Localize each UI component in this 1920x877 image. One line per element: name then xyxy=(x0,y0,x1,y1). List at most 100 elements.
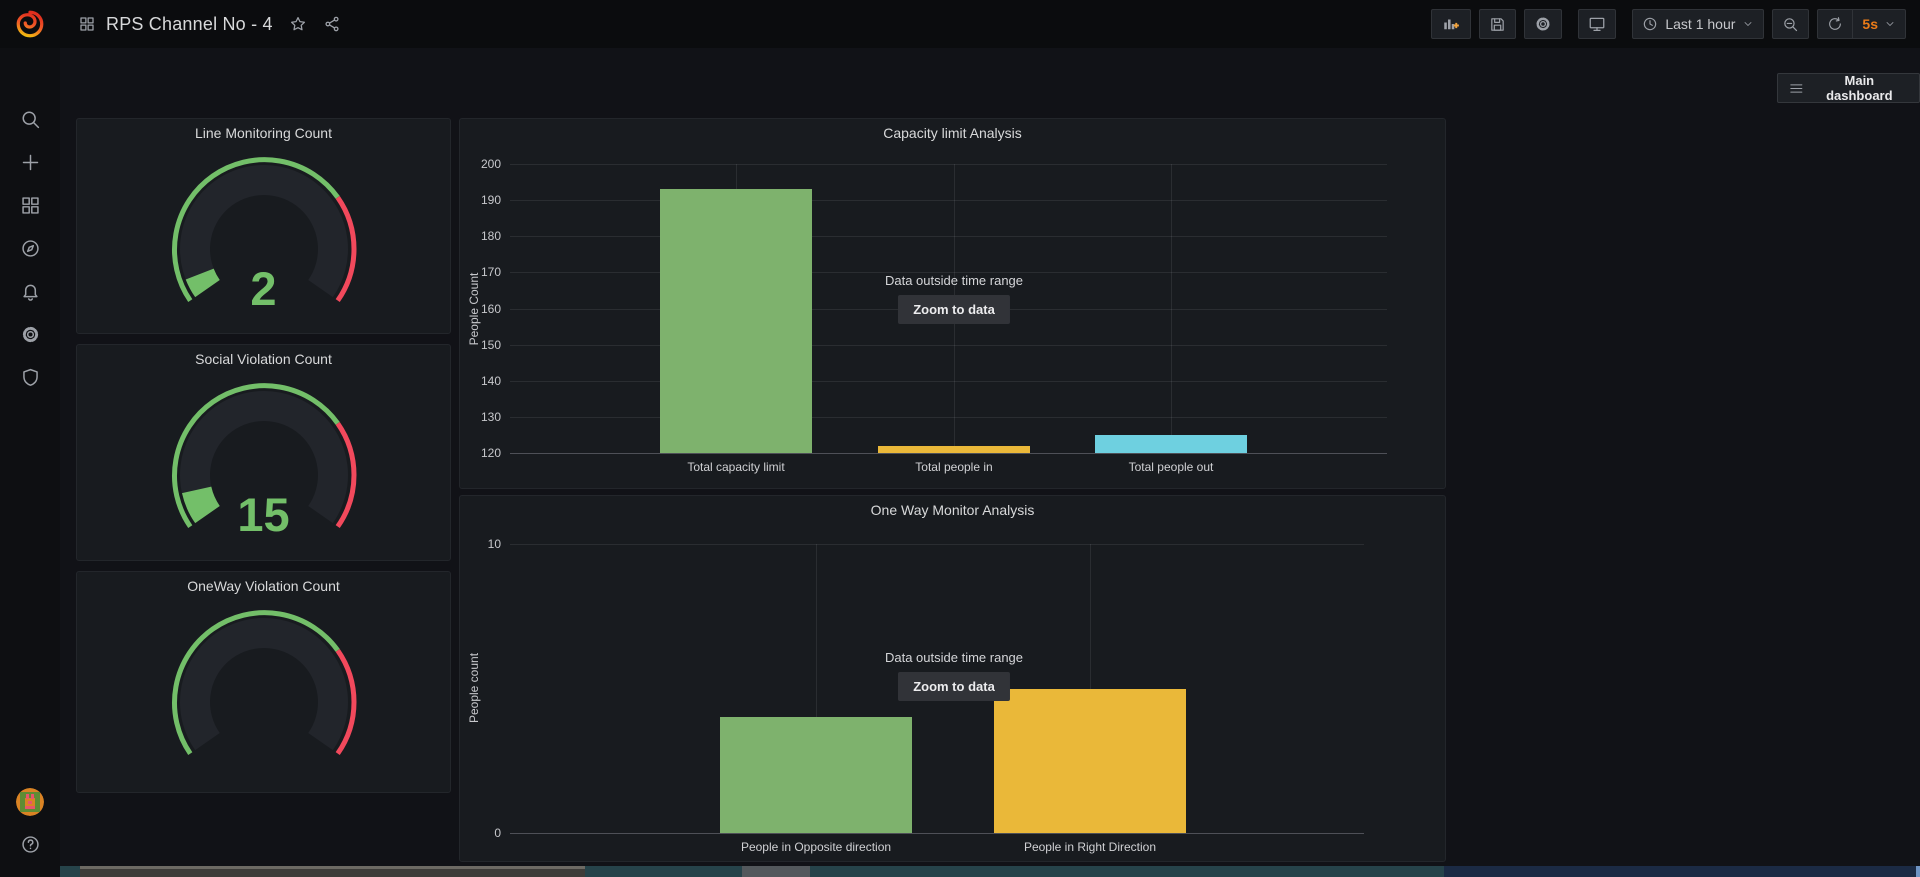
zoom-to-data-button[interactable]: Zoom to data xyxy=(898,672,1010,701)
gridline-vertical xyxy=(1171,164,1172,453)
panel-capacity-limit-analysis: Capacity limit Analysis People Count 120… xyxy=(459,118,1446,489)
dashboard-settings-button[interactable] xyxy=(1524,9,1563,39)
y-tick-label: 190 xyxy=(480,193,501,208)
zoom-to-data-button[interactable]: Zoom to data xyxy=(898,295,1010,324)
gridline xyxy=(510,544,1364,545)
breadcrumb: RPS Channel No - 4 xyxy=(78,14,341,35)
dashboards-grid-icon xyxy=(21,197,39,214)
bar-0 xyxy=(660,189,812,453)
panel-title[interactable]: Line Monitoring Count xyxy=(195,125,332,141)
panel-title[interactable]: Social Violation Count xyxy=(195,351,332,367)
dashboard-title[interactable]: RPS Channel No - 4 xyxy=(106,13,273,34)
time-range-picker[interactable]: Last 1 hour xyxy=(1632,9,1765,39)
shield-icon xyxy=(22,368,38,386)
clock-icon xyxy=(1644,17,1657,31)
y-tick-label: 130 xyxy=(480,409,501,424)
star-icon[interactable] xyxy=(289,15,307,33)
bar-chart-plot: 0 10 People in Opposite direction People in… xyxy=(460,496,1445,861)
panel-oneway-violation-count: OneWay Violation Count xyxy=(76,571,451,793)
sidebar-item-server-admin[interactable] xyxy=(0,356,60,399)
data-outside-range-text: Data outside time range xyxy=(884,650,1024,665)
y-tick-label: 120 xyxy=(480,446,501,460)
bar-2 xyxy=(1095,434,1247,453)
below-fold-grey-patch xyxy=(742,866,810,877)
panel-title[interactable]: OneWay Violation Count xyxy=(187,578,340,594)
y-tick-label: 150 xyxy=(480,337,501,352)
gauge-value: 15 xyxy=(237,488,290,541)
gridline xyxy=(510,200,1387,202)
gridline xyxy=(510,416,1387,418)
grafana-logo[interactable] xyxy=(0,0,60,48)
panel-social-violation-count: Social Violation Count 15 xyxy=(76,344,451,561)
sidebar-item-configuration[interactable] xyxy=(0,313,60,356)
data-outside-range-overlay: Data outside time range Zoom to data xyxy=(885,273,1023,324)
user-avatar[interactable] xyxy=(16,788,44,816)
apps-grid-icon[interactable] xyxy=(78,15,96,33)
below-fold-grey-panel xyxy=(80,866,585,877)
bar-1 xyxy=(878,445,1030,453)
gear-icon xyxy=(1536,17,1550,31)
zoom-out-button[interactable] xyxy=(1772,9,1810,39)
top-header: RPS Channel No - 4 xyxy=(0,0,1920,48)
gridline xyxy=(510,453,1387,454)
sidebar-item-alerting[interactable] xyxy=(0,270,60,313)
zoom-out-icon xyxy=(1784,17,1798,31)
bar-0 xyxy=(720,717,912,833)
gauge-arc xyxy=(171,383,356,529)
caret-down-icon xyxy=(1886,22,1894,26)
y-tick-label: 140 xyxy=(480,373,501,388)
x-category-label: People in Right Direction xyxy=(1023,840,1157,854)
search-icon xyxy=(21,111,39,129)
y-tick-label: 160 xyxy=(480,301,501,316)
gridline xyxy=(510,380,1387,382)
share-icon[interactable] xyxy=(323,15,341,33)
avatar-image xyxy=(16,788,44,816)
gridline xyxy=(510,236,1387,238)
panel-title[interactable]: One Way Monitor Analysis xyxy=(870,502,1035,518)
bell-icon xyxy=(22,284,38,301)
y-tick-label: 200 xyxy=(480,157,501,171)
x-category-label: Total capacity limit xyxy=(687,460,785,474)
side-menu xyxy=(0,48,60,877)
save-dashboard-button[interactable] xyxy=(1479,9,1517,39)
gauge-arc xyxy=(171,157,356,303)
gridline xyxy=(510,344,1387,346)
refresh-icon xyxy=(1829,17,1842,30)
gauge-arc xyxy=(171,610,356,756)
main-dashboard-button[interactable]: Main dashboard xyxy=(1777,73,1920,103)
bar-1 xyxy=(994,688,1186,833)
sidebar-item-explore[interactable] xyxy=(0,227,60,270)
x-category-label: Total people in xyxy=(915,460,993,474)
sidebar-item-help[interactable] xyxy=(20,834,41,855)
gridline xyxy=(510,272,1387,274)
y-tick-label: 0 xyxy=(494,826,501,840)
caret-down-icon xyxy=(1744,22,1752,26)
panel-title[interactable]: Capacity limit Analysis xyxy=(883,125,1022,141)
scrollbar-thumb[interactable] xyxy=(1916,866,1920,877)
add-panel-button[interactable] xyxy=(1431,9,1472,39)
hamburger-icon xyxy=(1790,83,1803,93)
y-tick-label: 170 xyxy=(480,265,501,280)
gear-icon xyxy=(22,326,38,343)
sidebar-item-search[interactable] xyxy=(0,98,60,141)
grafana-logo-icon xyxy=(16,10,44,38)
dashboard-toolbar: Last 1 hour 5s xyxy=(1431,9,1906,39)
panel-line-monitoring-count: Line Monitoring Count 2 xyxy=(76,118,451,334)
save-icon xyxy=(1491,17,1505,31)
refresh-button[interactable] xyxy=(1818,10,1852,38)
data-outside-range-text: Data outside time range xyxy=(884,273,1024,288)
bar-chart-plot: 120 130 140 150 160 170 180 190 200 Total capacit… xyxy=(460,119,1445,488)
data-outside-range-overlay: Data outside time range Zoom to data xyxy=(885,650,1023,701)
y-tick-label: 180 xyxy=(480,229,501,244)
refresh-interval-label: 5s xyxy=(1862,16,1878,32)
cycle-view-mode-button[interactable] xyxy=(1578,9,1617,39)
sidebar-bottom xyxy=(0,788,60,855)
sidebar-item-dashboards[interactable] xyxy=(0,184,60,227)
below-fold-navy-panel xyxy=(1444,866,1920,877)
x-category-label: People in Opposite direction xyxy=(740,840,892,854)
sidebar-item-create[interactable] xyxy=(0,141,60,184)
gridline-vertical xyxy=(816,544,817,833)
refresh-interval-button[interactable]: 5s xyxy=(1852,10,1905,38)
help-question-icon xyxy=(21,836,39,853)
